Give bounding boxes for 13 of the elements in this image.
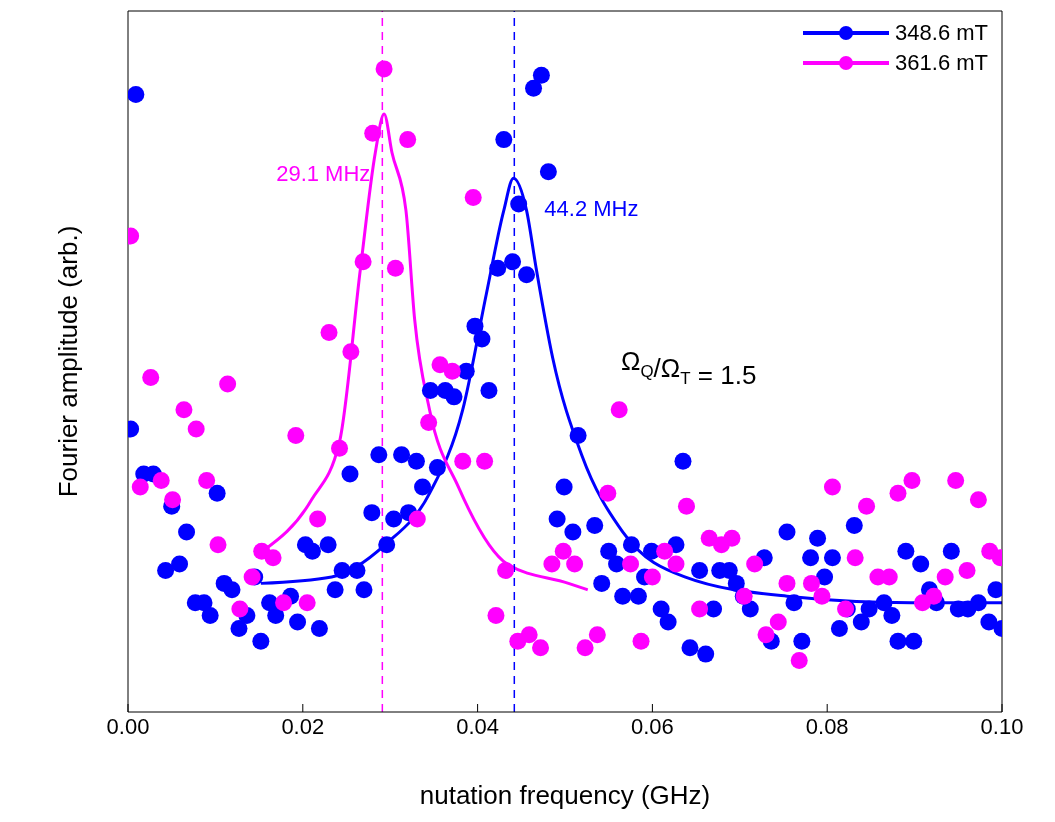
annotation: Ω$_{Q}$/Ω$_{T}$ = 1.5 [621, 346, 757, 390]
x-tick-label: 0.06 [630, 713, 674, 739]
ref-line-label: 29.1 MHz [276, 161, 371, 186]
x-tick-label: 0.10 [980, 713, 1024, 739]
x-tick-label: 0.00 [106, 713, 150, 739]
x-tick-label: 0.04 [456, 713, 500, 739]
legend-label: 348.6 mT [895, 20, 988, 46]
x-tick-label: 0.02 [281, 713, 325, 739]
y-axis-title: Fourier amplitude (arb.) [53, 225, 84, 498]
x-tick-label: 0.08 [805, 713, 849, 739]
ref-line-label: 44.2 MHz [544, 196, 639, 221]
legend-label: 361.6 mT [895, 50, 988, 76]
x-axis-title: nutation frequency (GHz) [419, 780, 711, 810]
